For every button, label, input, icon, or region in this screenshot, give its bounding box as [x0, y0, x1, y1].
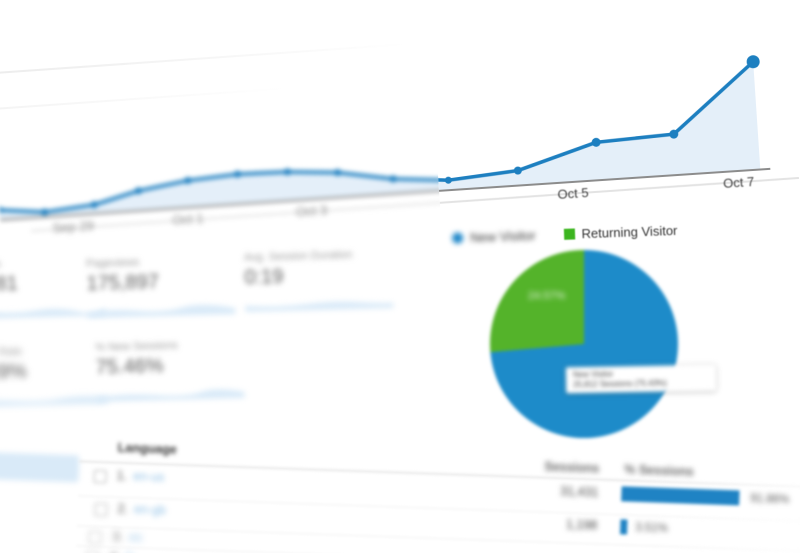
- metric-cards: Sessions 31,981 Pageviews 175,897 Avg. S…: [0, 239, 520, 434]
- row-dimension: 1. en-us: [116, 469, 164, 485]
- sparkline: [0, 307, 106, 320]
- row-rank: 3.: [112, 529, 124, 544]
- legend-label: Returning Visitor: [581, 222, 678, 241]
- row-rank: 4.: [110, 550, 121, 553]
- column-header-sessions[interactable]: Sessions: [544, 459, 600, 476]
- language-link[interactable]: en-us: [132, 469, 165, 485]
- pie-green-slice-label: 24.57%: [528, 290, 566, 302]
- sessions-line-chart: Sep 29 Oct 1 Oct 3 Oct 5 Oct 7: [0, 0, 800, 246]
- row-checkbox[interactable]: [88, 530, 102, 545]
- sparkline: [0, 396, 108, 408]
- row-checkbox[interactable]: [93, 469, 107, 484]
- metric-card-session-duration[interactable]: Avg. Session Duration 0:19: [244, 248, 394, 312]
- row-rank: 2.: [117, 501, 129, 517]
- pct-sessions-value: 3.51%: [635, 521, 669, 535]
- metric-card-pageviews[interactable]: Pageviews 175,897: [86, 254, 236, 318]
- returning-visitor-color-square: [563, 227, 575, 240]
- language-link[interactable]: en-gb: [133, 502, 167, 518]
- column-header-pct-sessions[interactable]: % Sessions: [624, 462, 694, 479]
- x-axis-tick: Oct 1: [171, 210, 204, 228]
- row-rank: 1.: [116, 468, 128, 484]
- legend-item-returning-visitor[interactable]: Returning Visitor: [563, 222, 678, 241]
- language-link[interactable]: es: [128, 530, 143, 545]
- metric-value: 29.39%: [0, 360, 27, 385]
- pct-sessions-bar: [619, 519, 628, 535]
- visitor-type-pie-chart[interactable]: [490, 250, 678, 438]
- row-dimension: 3. es: [112, 530, 142, 545]
- pie-tooltip: New Visitor 25,812 Sessions (75.43%): [565, 364, 717, 394]
- metric-label: Avg. Session Duration: [243, 248, 353, 264]
- column-header-language[interactable]: Language: [117, 440, 177, 457]
- row-checkbox[interactable]: [94, 502, 108, 517]
- x-axis-tick-oct5: Oct 5: [557, 184, 590, 202]
- metric-label: Pageviews: [85, 256, 140, 270]
- x-axis-tick: Sep 29: [52, 217, 95, 236]
- sessions-value: 1,198: [565, 517, 598, 533]
- pct-sessions-bar: [621, 486, 740, 506]
- metric-card-sessions[interactable]: Sessions 31,981: [0, 255, 106, 320]
- row-dimension: 4.fr: [110, 550, 135, 553]
- tooltip-value: 25,812 Sessions (75.43%): [573, 378, 667, 390]
- metric-card-bounce-rate[interactable]: Bounce Rate 29.39%: [0, 343, 108, 408]
- sparkline: [87, 304, 236, 318]
- sparkline: [245, 301, 394, 312]
- sessions-value: 31,431: [559, 484, 599, 500]
- metric-label: % New Sessions: [95, 339, 178, 354]
- x-axis-tick-oct7: Oct 7: [722, 173, 755, 191]
- sparkline: [96, 389, 245, 402]
- pct-sessions-value: 91.86%: [750, 492, 790, 507]
- x-axis-tick: Oct 3: [295, 202, 328, 220]
- metric-value: 175,897: [86, 271, 160, 295]
- metric-value: 0:19: [244, 265, 284, 289]
- row-dimension: 2. en-gb: [117, 502, 166, 518]
- metric-value: 75.46%: [95, 354, 164, 379]
- metric-label: Bounce Rate: [0, 345, 23, 360]
- metric-card-new-sessions[interactable]: % New Sessions 75.46%: [95, 338, 245, 402]
- language-table: Language Sessions % Sessions 1. en-us 31,…: [0, 438, 800, 553]
